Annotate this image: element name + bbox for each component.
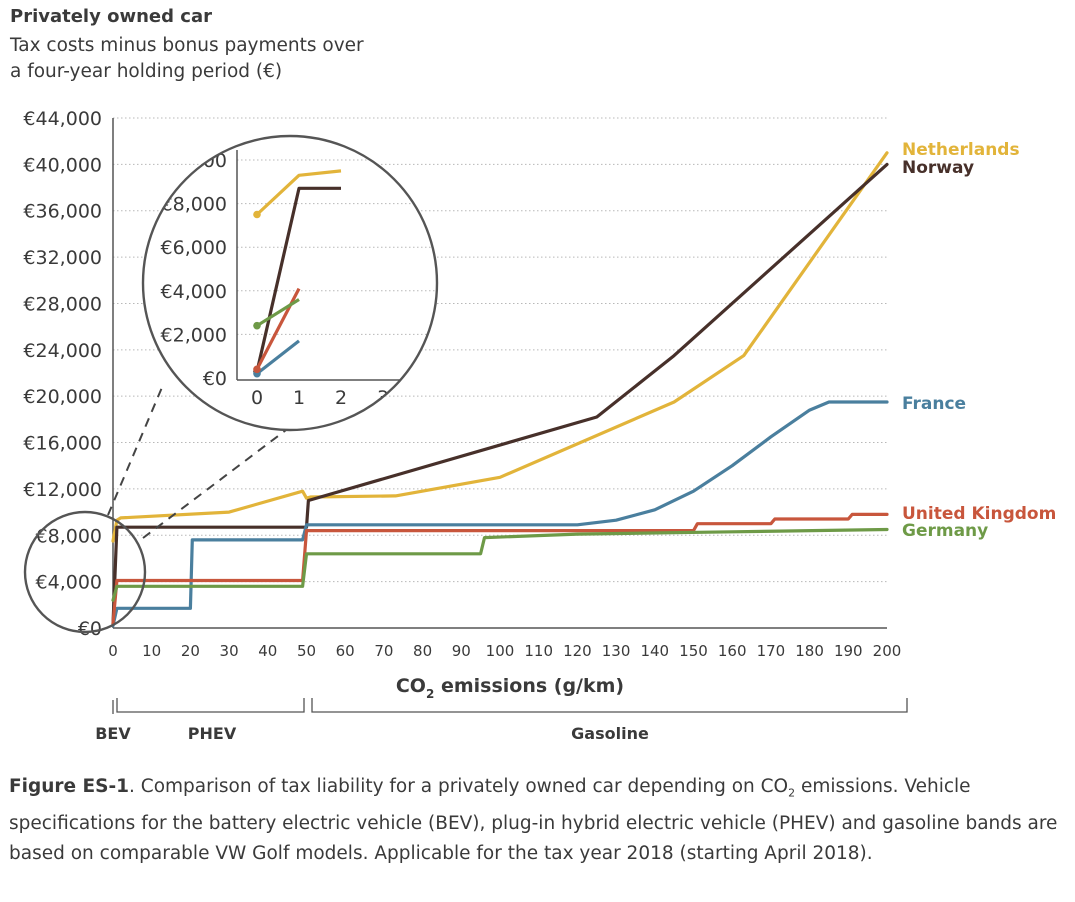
x-axis-title-group: CO2 emissions (g/km) (396, 675, 624, 701)
band-label-bev: BEV (95, 724, 131, 743)
y-tick-label: €20,000 (23, 386, 102, 408)
inset-y-tick-label: €0 (203, 368, 227, 390)
inset-series-line (256, 339, 300, 375)
x-axis-title-subscript: 2 (426, 687, 434, 701)
y-tick-labels: €0 €4,000 €8,000 €12,000 €16,000 €20,000 €24,0… (23, 108, 102, 640)
zoom-connector-right (142, 426, 291, 539)
series-label-united-kingdom: United Kingdom (902, 504, 1056, 524)
x-tick-label: 80 (413, 642, 432, 660)
inset-y-tick-label: €10,000 (148, 150, 227, 172)
zoom-callout (23, 384, 291, 634)
y-tick-label: €24,000 (23, 340, 102, 362)
series-line-germany (111, 527, 889, 602)
caption-text-2: emissions. Vehicle specifications for th… (9, 776, 1058, 864)
series-label-germany: Germany (902, 521, 988, 541)
band-label-gasoline: Gasoline (571, 724, 649, 743)
inset-x-tick-label: 0 (251, 387, 263, 409)
x-tick-label: 180 (795, 642, 824, 660)
y-tick-label: €36,000 (23, 201, 102, 223)
y-tick-label: €4,000 (36, 572, 102, 594)
x-tick-label: 120 (563, 642, 592, 660)
x-tick-label: 110 (524, 642, 553, 660)
figure-caption: Figure ES-1. Comparison of tax liability… (9, 772, 1069, 869)
x-tick-label: 190 (834, 642, 863, 660)
inset-y-tick-label: €2,000 (161, 324, 227, 346)
x-tick-label: 140 (640, 642, 669, 660)
x-axis-title-co: CO (396, 675, 426, 697)
inset-circle-border (141, 134, 439, 432)
series-line-netherlands (111, 151, 889, 543)
chart-title: Privately owned car (10, 6, 212, 27)
zoom-source-circle (23, 510, 147, 634)
band-label-phev: PHEV (188, 724, 237, 743)
x-tick-label: 30 (220, 642, 239, 660)
inset-start-dot (253, 321, 261, 330)
inset-start-dot (253, 210, 261, 219)
y-tick-label: €8,000 (36, 525, 102, 547)
series-line-united-kingdom (111, 512, 889, 626)
y-tick-label: €0 (78, 618, 102, 640)
series-label-netherlands: Netherlands (902, 140, 1020, 160)
y-tick-label: €44,000 (23, 108, 102, 130)
inset-x-tick-label: 2 (335, 387, 347, 409)
inset-start-dot (253, 365, 261, 374)
inset-background (143, 136, 437, 430)
x-tick-label: 170 (757, 642, 786, 660)
tax-cost-line-chart: €0 €4,000 €8,000 €12,000 €16,000 €20,000 €24,0… (23, 108, 1056, 743)
x-tick-label: 20 (181, 642, 200, 660)
x-tick-label: 40 (258, 642, 277, 660)
vehicle-band-brackets: BEV PHEV Gasoline (95, 698, 908, 743)
x-tick-label: 200 (873, 642, 902, 660)
axes (112, 118, 887, 629)
caption-subscript: 2 (788, 786, 796, 800)
zoom-connector-left (107, 384, 164, 516)
x-axis-title-rest: emissions (g/km) (434, 675, 624, 697)
inset-y-tick-label: €8,000 (161, 194, 227, 216)
series-lines (111, 151, 889, 628)
y-tick-label: €40,000 (23, 154, 102, 176)
x-tick-label: 0 (108, 642, 118, 660)
subtitle-line-2: a four-year holding period (€) (10, 61, 283, 82)
inset-x-tick-label: 1 (293, 387, 305, 409)
y-tick-label: €28,000 (23, 293, 102, 315)
subtitle-line-1: Tax costs minus bonus payments over (10, 35, 364, 56)
chart-subtitle: Tax costs minus bonus payments over a fo… (10, 33, 450, 85)
y-tick-label: €16,000 (23, 433, 102, 455)
x-tick-label: 10 (142, 642, 161, 660)
x-tick-label: 130 (602, 642, 631, 660)
inset-y-tick-label: €6,000 (161, 237, 227, 259)
series-label-france: France (902, 394, 966, 414)
series-label-norway: Norway (902, 158, 974, 178)
x-axis-title: CO2 emissions (g/km) (396, 675, 624, 701)
y-tick-label: €32,000 (23, 247, 102, 269)
bracket-gasoline (311, 698, 908, 713)
series-line-france (111, 400, 889, 628)
figure-label: Figure ES-1 (9, 776, 130, 797)
x-tick-label: 150 (679, 642, 708, 660)
y-tick-label: €12,000 (23, 479, 102, 501)
inset-series-line (255, 186, 341, 372)
x-tick-label: 100 (486, 642, 515, 660)
x-tick-label: 70 (374, 642, 393, 660)
x-tick-label: 90 (452, 642, 471, 660)
inset-series-line (256, 298, 300, 328)
x-tick-label: 60 (336, 642, 355, 660)
x-tick-label: 160 (718, 642, 747, 660)
bracket-phev (116, 698, 305, 713)
x-tick-labels: 0 10 20 30 40 50 60 70 80 90 100 110 120 130 140 150 160… (108, 642, 901, 660)
x-tick-label: 50 (297, 642, 316, 660)
inset-series-line (255, 169, 342, 216)
caption-text-1: . Comparison of tax liability for a priv… (129, 776, 789, 797)
inset-y-tick-label: €4,000 (161, 281, 227, 303)
